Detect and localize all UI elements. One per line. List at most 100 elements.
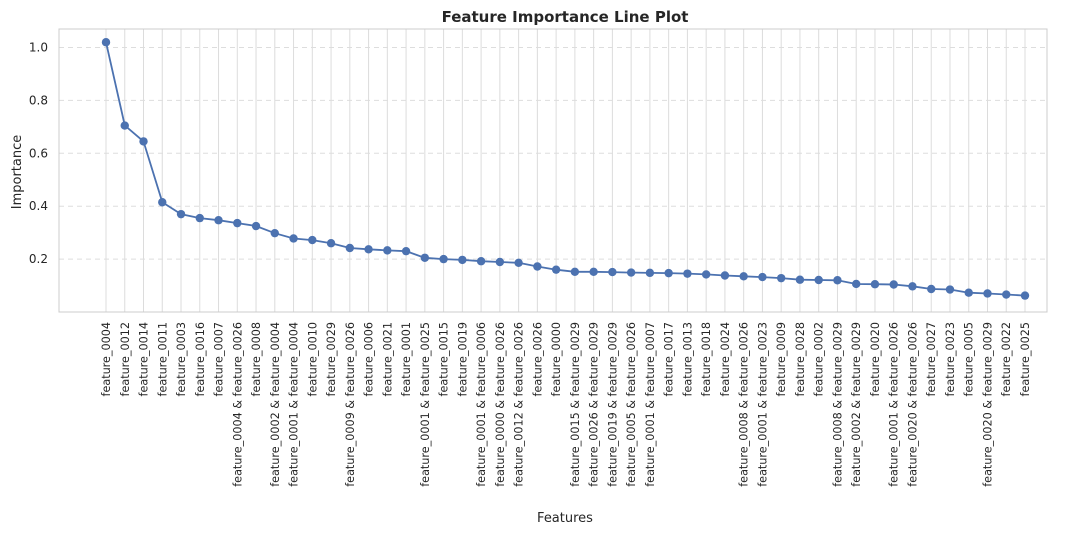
data-point	[720, 271, 730, 280]
x-tick-label: feature_0002	[813, 322, 826, 396]
x-tick-label: feature_0001 & feature_0007	[644, 322, 657, 487]
x-tick-label: feature_0022	[1000, 322, 1013, 396]
data-point	[439, 254, 448, 264]
y-axis-label: Importance	[10, 135, 25, 210]
importance-points	[101, 38, 1030, 300]
x-tick-label: feature_0009	[775, 322, 788, 396]
x-tick-label: feature_0001 & feature_0004	[288, 322, 301, 487]
chart-title: Feature Importance Line Plot	[442, 8, 689, 26]
x-tick-label: feature_0019 & feature_0029	[606, 322, 619, 487]
data-point	[476, 257, 486, 266]
data-point	[945, 285, 955, 294]
x-tick-label: feature_0009 & feature_0026	[344, 322, 357, 487]
data-point	[158, 198, 167, 207]
data-point	[551, 265, 561, 274]
x-tick-label: feature_0007	[213, 322, 226, 396]
y-tick-label: 0.4	[29, 199, 48, 213]
data-point	[589, 267, 598, 276]
data-point	[889, 280, 898, 289]
data-point	[214, 216, 223, 225]
x-tick-label: feature_0003	[175, 322, 188, 396]
x-tick-label: feature_0005 & feature_0026	[625, 322, 638, 487]
x-tick-label: feature_0025	[1019, 322, 1032, 396]
data-point	[251, 221, 261, 231]
x-tick-label: feature_0001	[400, 322, 413, 396]
x-tick-label: feature_0028	[794, 322, 807, 396]
x-tick-label: feature_0027	[925, 322, 938, 396]
data-point	[308, 235, 317, 245]
x-tick-label: feature_0014	[138, 322, 151, 396]
data-point	[233, 218, 242, 228]
data-point	[927, 284, 936, 294]
data-point	[289, 234, 298, 243]
data-point	[570, 267, 580, 276]
y-tick-label: 1.0	[29, 41, 48, 55]
plot-frame	[58, 28, 1048, 313]
x-tick-label: feature_0002 & feature_0029	[850, 322, 863, 487]
x-tick-label: feature_0023	[944, 322, 957, 396]
data-point	[1020, 291, 1030, 300]
x-tick-label: feature_0000 & feature_0026	[494, 322, 507, 487]
x-tick-label: feature_0026	[531, 322, 544, 396]
data-point	[495, 257, 505, 267]
y-tick-labels: 0.2 0.4 0.6 0.8 1.0	[29, 41, 48, 267]
data-point	[326, 239, 336, 248]
x-tick-label: feature_0018	[700, 322, 713, 396]
x-tick-labels: feature_0004 feature_0012 feature_0014 feat…	[100, 322, 1032, 487]
data-point	[833, 276, 842, 285]
data-point	[701, 270, 711, 279]
x-tick-label: feature_0015 & feature_0029	[569, 322, 582, 487]
x-tick-label: feature_0012 & feature_0026	[513, 322, 526, 487]
data-point	[383, 246, 392, 255]
data-point	[739, 272, 748, 281]
data-point	[1002, 290, 1011, 299]
data-point	[908, 282, 917, 291]
vertical-gridlines	[105, 29, 1026, 312]
x-tick-label: feature_0017	[663, 322, 676, 396]
x-tick-label: feature_0001 & feature_0023	[756, 322, 769, 487]
x-tick-label: feature_0019	[456, 322, 469, 396]
x-tick-label: feature_0020 & feature_0026	[906, 322, 919, 487]
x-tick-label: feature_0001 & feature_0026	[888, 322, 901, 487]
x-tick-label: feature_0002 & feature_0004	[269, 322, 282, 487]
x-tick-label: feature_0000	[550, 322, 563, 396]
data-point	[101, 38, 111, 47]
x-tick-label: feature_0021	[381, 322, 394, 396]
x-tick-label: feature_0008 & feature_0029	[831, 322, 844, 487]
data-point	[852, 279, 861, 289]
x-tick-label: feature_0008	[250, 322, 263, 396]
data-point	[983, 289, 992, 298]
x-tick-label: feature_0008 & feature_0026	[738, 322, 751, 487]
data-point	[645, 268, 655, 278]
x-tick-label: feature_0001 & feature_0006	[475, 322, 488, 487]
y-tick-label: 0.6	[29, 146, 48, 160]
data-point	[514, 258, 523, 268]
data-point	[420, 253, 430, 262]
data-point	[176, 209, 186, 219]
data-point	[345, 243, 355, 253]
data-point	[870, 280, 880, 289]
data-point	[120, 121, 129, 130]
x-tick-label: feature_0016	[194, 322, 207, 396]
data-point	[458, 255, 467, 265]
x-axis-label: Features	[537, 511, 593, 526]
x-tick-label: feature_0013	[681, 322, 694, 396]
x-tick-label: feature_0026 & feature_0029	[588, 322, 601, 487]
x-tick-label: feature_0020 & feature_0029	[981, 322, 994, 487]
data-point	[758, 272, 767, 282]
data-point	[401, 246, 411, 256]
data-point	[533, 262, 542, 271]
data-point	[626, 268, 636, 277]
x-tick-label: feature_0004 & feature_0026	[231, 322, 244, 487]
x-tick-label: feature_0011	[156, 322, 169, 396]
x-tick-label: feature_0001 & feature_0025	[419, 322, 432, 487]
data-point	[364, 245, 373, 254]
data-point	[139, 137, 148, 146]
data-point	[270, 228, 279, 238]
y-tick-label: 0.2	[29, 252, 48, 266]
data-point	[795, 275, 805, 284]
x-tick-label: feature_0006	[363, 322, 376, 396]
x-tick-label: feature_0004	[100, 322, 113, 396]
data-point	[776, 273, 786, 283]
